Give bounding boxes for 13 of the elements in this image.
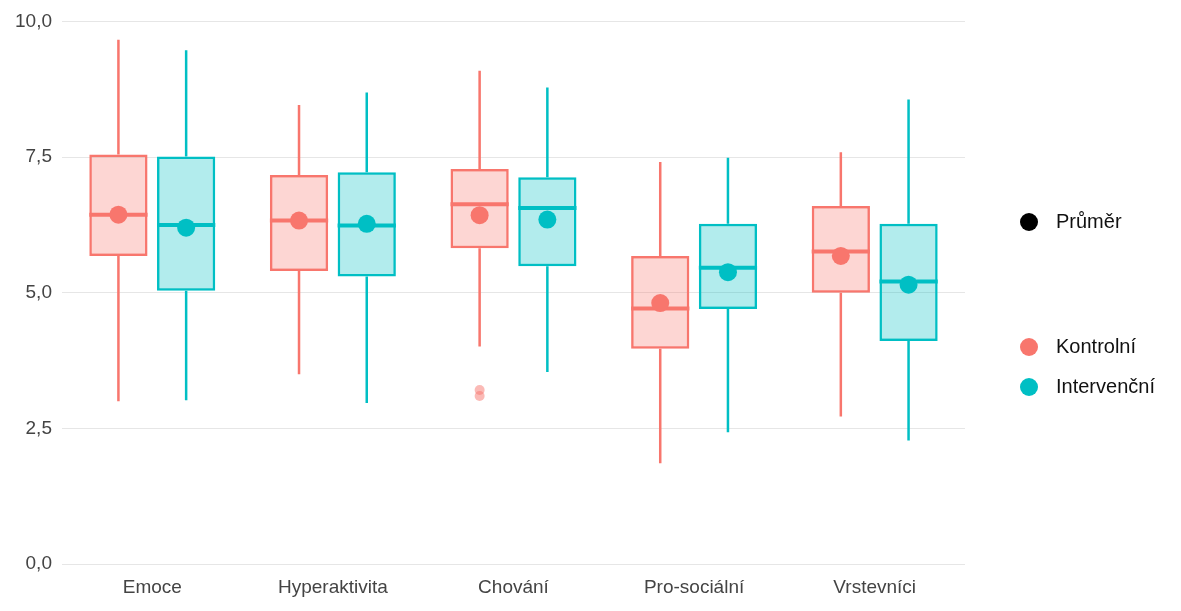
- legend-label: Intervenční: [1056, 375, 1155, 398]
- y-tick-label: 0,0: [25, 552, 52, 574]
- x-tick-label: Vrstevníci: [833, 575, 917, 597]
- text: Průměr: [1056, 210, 1122, 233]
- y-tick-label: 7,5: [25, 145, 52, 167]
- x-tick-label: Hyperaktivita: [277, 575, 389, 597]
- x-tick-label: Pro-sociální: [643, 575, 745, 597]
- x-tick-label: Chování: [478, 575, 550, 597]
- x-tick-label: Emoce: [122, 575, 182, 597]
- legend-label: Kontrolní: [1056, 335, 1137, 358]
- y-tick-label: 2,5: [25, 416, 52, 438]
- y-tick-label: 5,0: [25, 281, 52, 303]
- y-tick-label: 10,0: [15, 9, 52, 31]
